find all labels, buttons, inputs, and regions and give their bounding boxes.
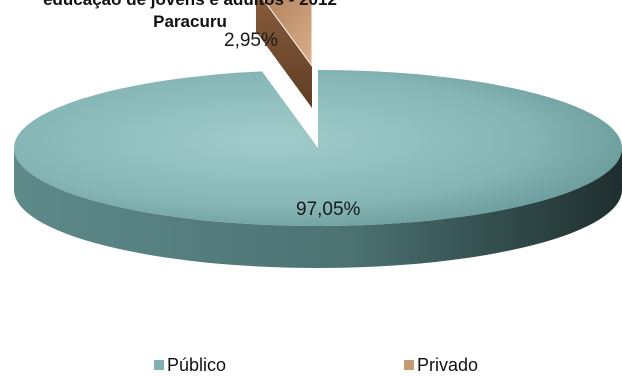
legend-swatch-privado — [404, 360, 414, 370]
legend-item-publico[interactable]: Público — [154, 354, 226, 376]
data-label-publico: 97,05% — [296, 199, 361, 220]
slice-publico[interactable] — [14, 70, 622, 226]
legend-label-privado: Privado — [417, 354, 479, 375]
slice-privado[interactable] — [256, 0, 313, 68]
slice-privado-side — [255, 0, 312, 108]
legend-swatch-publico — [154, 360, 164, 370]
slice-publico-side — [14, 148, 622, 268]
chart-title-line-1: educação de jovens e adultos - 2012 — [0, 0, 380, 10]
data-label-privado: 2,95% — [224, 30, 278, 51]
chart-title-line-2: Paracuru — [153, 12, 227, 31]
legend-item-privado[interactable]: Privado — [404, 354, 478, 376]
legend-label-publico: Público — [167, 354, 227, 375]
